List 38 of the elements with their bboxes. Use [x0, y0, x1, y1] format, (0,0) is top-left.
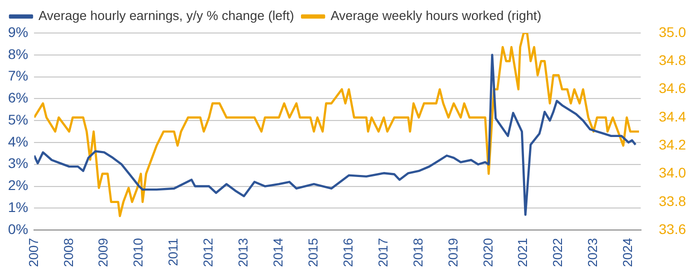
y-tick-label: 7%	[8, 68, 28, 84]
y-tick-label: 3%	[8, 155, 28, 172]
y-tick-label: 5%	[8, 111, 28, 128]
x-tick-label: 2021	[515, 238, 530, 267]
x-tick-label: 2007	[26, 238, 41, 267]
x-tick-label: 2011	[166, 238, 181, 266]
x-tick-label: 2014	[270, 238, 286, 267]
x-tick-label: 2013	[236, 238, 251, 267]
x-tick-label: 2009	[96, 238, 111, 267]
y2-tick-label: 35.0	[658, 24, 686, 40]
x-tick-label: 2016	[340, 238, 356, 267]
y-tick-label: 9%	[8, 24, 28, 40]
x-tick-label: 2018	[410, 238, 426, 267]
y2-tick-label: 34.8	[658, 52, 686, 68]
x-tick-label: 2010	[130, 238, 146, 267]
y2-tick-label: 34.4	[658, 108, 686, 124]
y-tick-label: 6%	[8, 90, 28, 106]
x-tick-label: 2008	[60, 238, 76, 267]
legend-label: Average hourly earnings, y/y % change (left)	[38, 8, 294, 24]
x-tick-label: 2019	[445, 238, 460, 267]
x-tick-label: 2024	[620, 238, 636, 267]
x-tick-label: 2023	[585, 238, 600, 267]
x-tick-label: 2015	[305, 238, 320, 267]
y-tick-label: 1%	[8, 199, 28, 216]
y2-tick-label: 33.8	[658, 192, 686, 209]
y-tick-label: 4%	[8, 133, 28, 150]
x-tick-label: 2022	[550, 238, 566, 267]
y2-tick-label: 34.2	[658, 136, 686, 152]
y2-tick-label: 33.6	[658, 220, 686, 237]
y2-tick-label: 34.0	[658, 164, 686, 181]
y-tick-label: 2%	[8, 177, 28, 194]
y-tick-label: 8%	[8, 46, 28, 62]
legend-label: Average weekly hours worked (right)	[330, 8, 542, 24]
x-tick-label: 2020	[480, 238, 496, 267]
x-tick-label: 2017	[375, 238, 390, 267]
y-tick-label: 0%	[8, 220, 28, 237]
x-tick-label: 2012	[200, 238, 216, 267]
y2-tick-label: 34.6	[658, 80, 686, 96]
